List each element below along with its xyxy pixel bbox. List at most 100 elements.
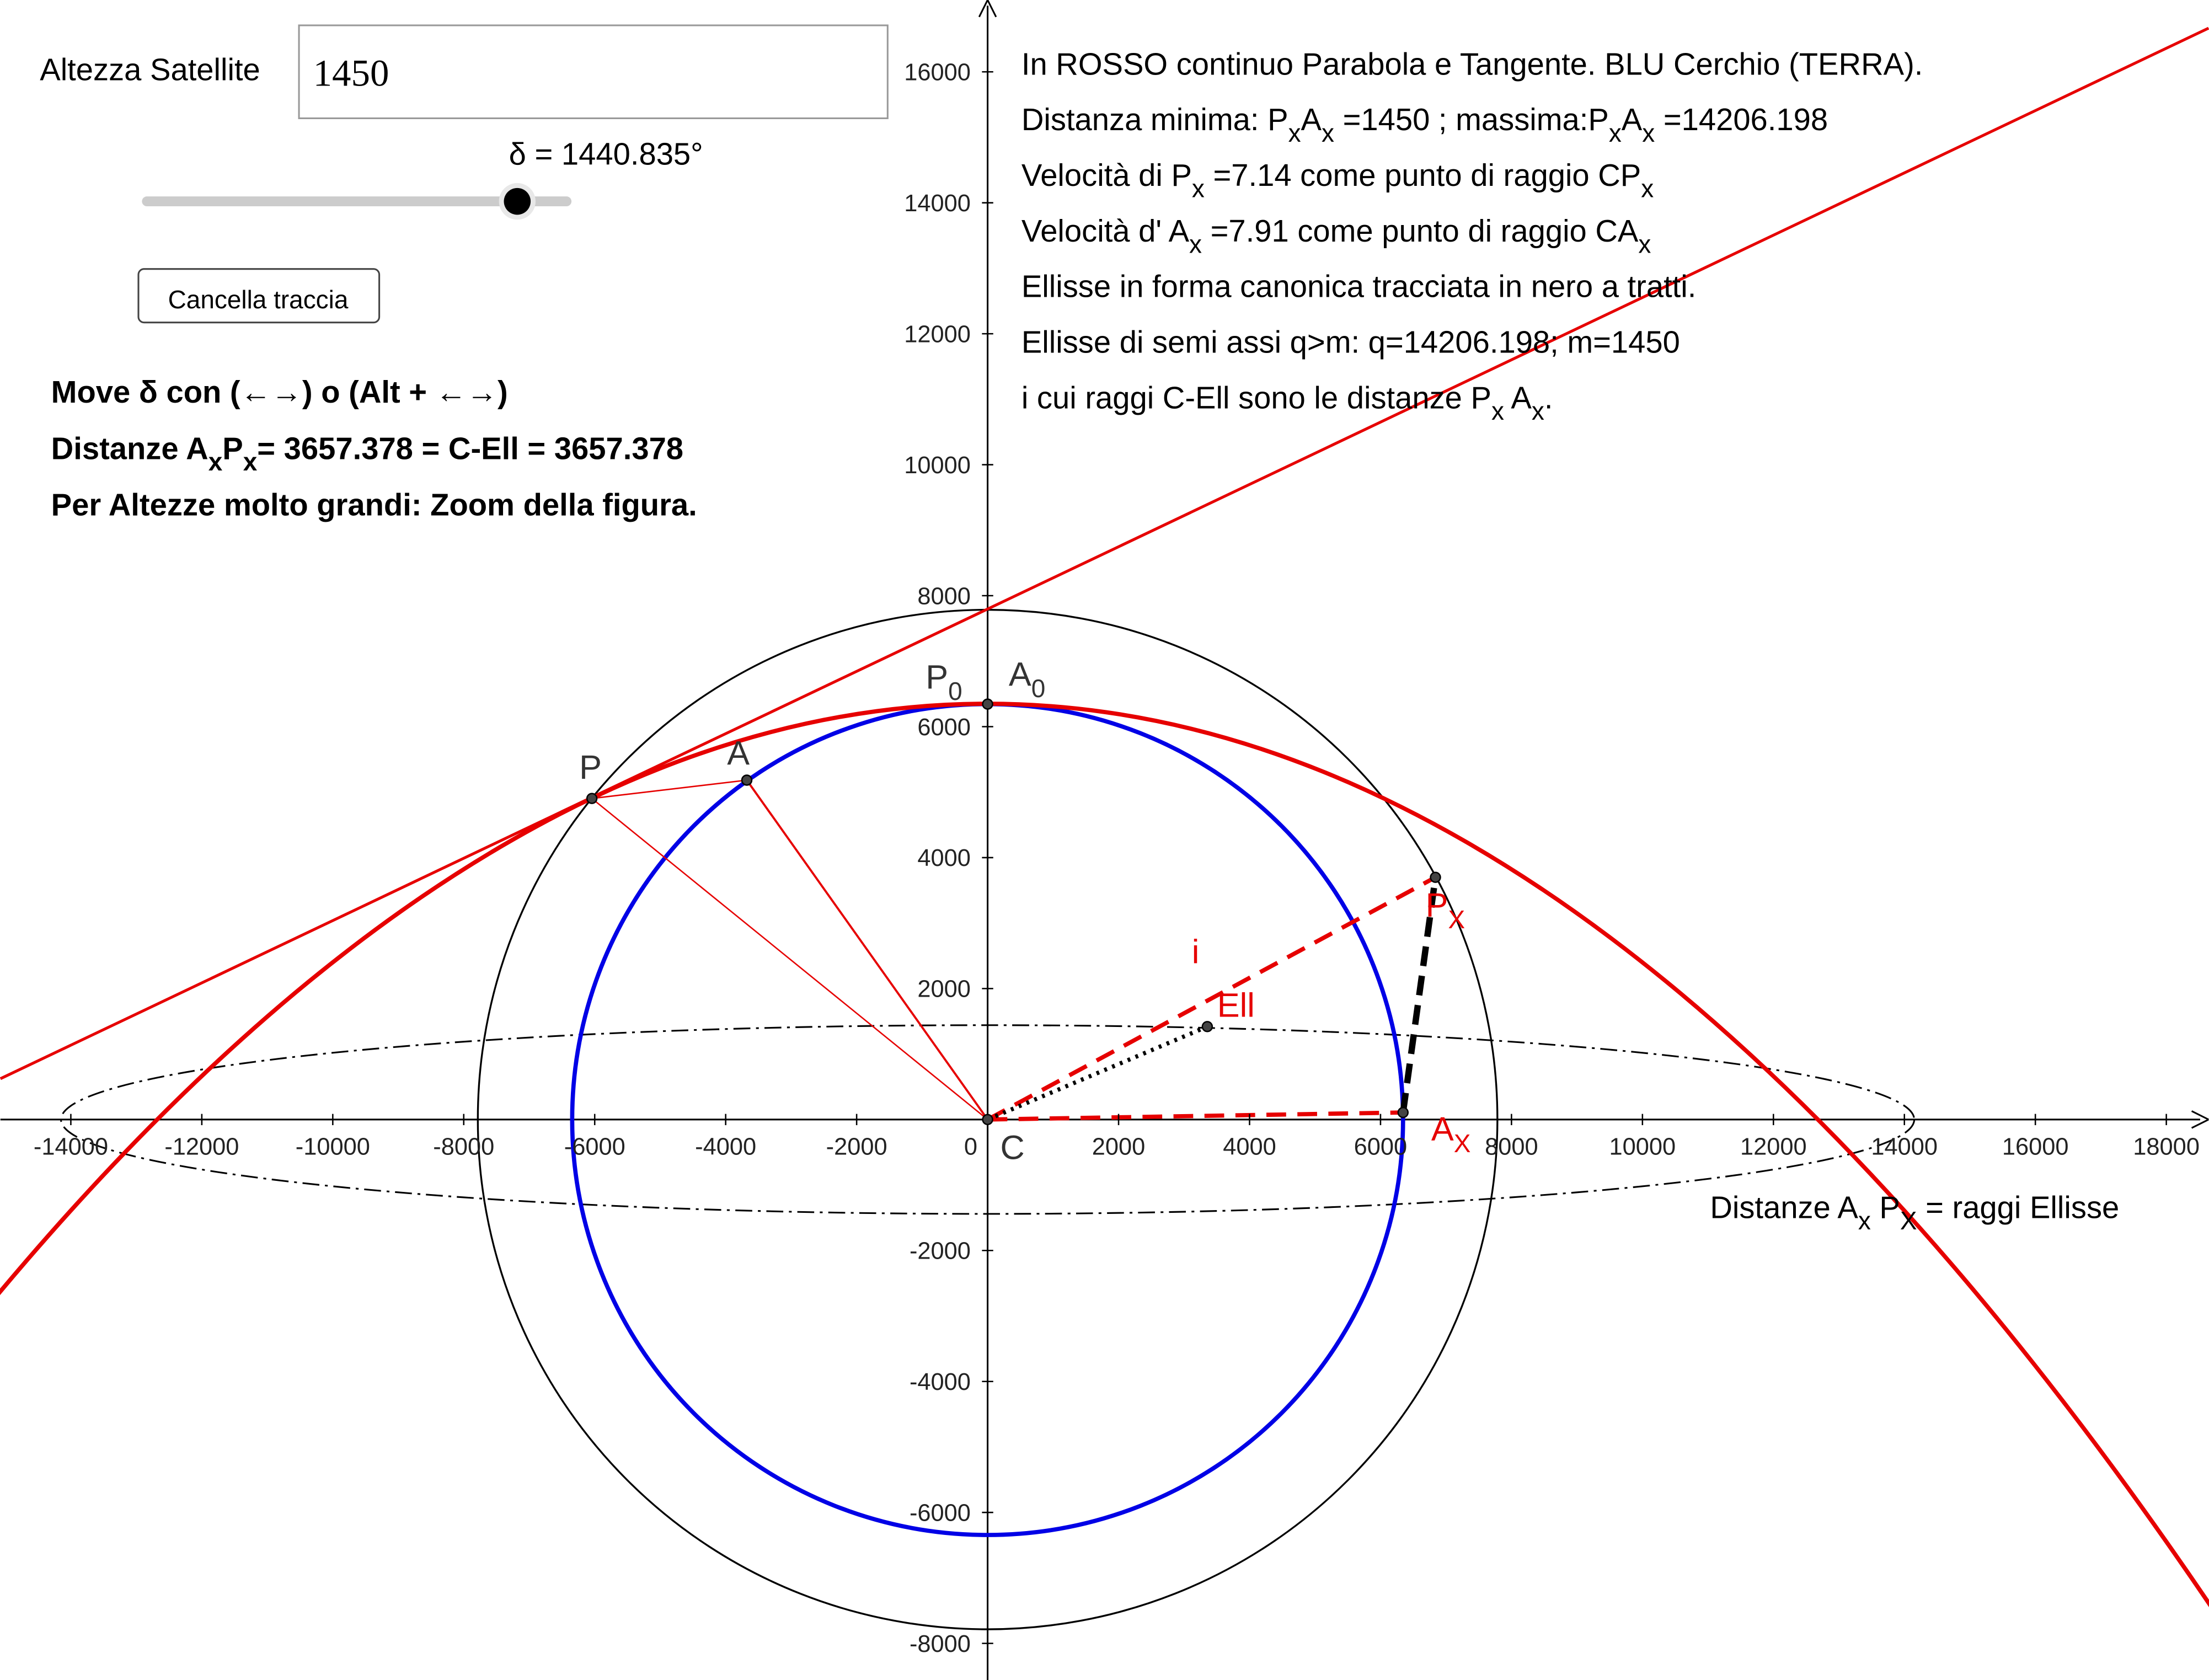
point-label: i xyxy=(1192,933,1200,970)
subscript: X xyxy=(1900,1206,1917,1235)
description-line: Velocità d' Ax =7.91 come punto di raggi… xyxy=(1021,213,1651,259)
text-run: A xyxy=(1301,102,1322,137)
input-box[interactable] xyxy=(298,24,889,120)
point-px[interactable] xyxy=(1430,871,1441,883)
x-tick-label: -12000 xyxy=(164,1134,239,1160)
text-run: A xyxy=(1622,102,1643,137)
text-run: Distanze A xyxy=(51,431,208,466)
text-run: A xyxy=(727,734,750,772)
text-run: P xyxy=(926,659,948,696)
instruction-line: Move δ con (←→) o (Alt + ←→) xyxy=(51,374,508,409)
subscript: 0 xyxy=(948,677,962,705)
segment-ac xyxy=(746,779,989,1120)
text-run: P xyxy=(222,431,243,466)
subscript: x xyxy=(1642,119,1655,147)
x-tick-label: 18000 xyxy=(2133,1134,2200,1160)
text-run: Distanza minima: P xyxy=(1021,102,1288,137)
x-tick-label: 8000 xyxy=(1485,1134,1538,1160)
text-run: i xyxy=(1192,933,1200,970)
description-line: i cui raggi C-Ell sono le distanze Px Ax… xyxy=(1021,380,1553,425)
y-tick-label: -8000 xyxy=(910,1631,971,1657)
y-tick-label: -6000 xyxy=(910,1500,971,1526)
y-tick-label: 4000 xyxy=(917,845,971,871)
description-line: Ellisse in forma canonica tracciata in n… xyxy=(1021,269,1697,304)
subscript: x xyxy=(1858,1206,1871,1235)
point-c[interactable] xyxy=(982,1114,993,1126)
text-run: =14206.198 xyxy=(1655,102,1828,137)
text-run: P xyxy=(1871,1190,1900,1225)
point-label: A0 xyxy=(1009,655,1045,703)
y-tick-label: 12000 xyxy=(904,321,971,347)
input-label: Altezza Satellite xyxy=(40,52,260,87)
x-tick-label: 0 xyxy=(964,1134,977,1160)
segment-pa xyxy=(591,779,747,799)
slider-label: δ = 1440.835° xyxy=(509,137,703,172)
point-label: PX xyxy=(1426,886,1465,934)
text-run: P xyxy=(579,748,602,786)
text-run: = 3657.378 = C-Ell = 3657.378 xyxy=(257,431,683,466)
text-run: P xyxy=(1426,886,1448,924)
x-tick-label: 4000 xyxy=(1223,1134,1276,1160)
construction xyxy=(0,26,2209,1630)
text-run: Ellisse di semi assi q>m: q=14206.198; m… xyxy=(1021,325,1680,360)
button-label[interactable]: Cancella traccia xyxy=(168,285,349,314)
text-run: =1450 ; massima:P xyxy=(1334,102,1609,137)
text-run: . xyxy=(1544,380,1553,415)
text-run: Move δ con (←→) o (Alt + ←→) xyxy=(51,374,508,409)
point-ax[interactable] xyxy=(1397,1106,1409,1119)
subscript: x xyxy=(1638,230,1651,259)
point-a[interactable] xyxy=(741,774,753,786)
subscript: x xyxy=(1532,397,1544,425)
subscript: x xyxy=(1189,230,1202,259)
point-ell[interactable] xyxy=(1201,1021,1213,1032)
y-tick-label: -4000 xyxy=(910,1369,971,1395)
subscript: x xyxy=(1288,119,1301,147)
x-tick-label: 16000 xyxy=(2002,1134,2069,1160)
segment-axpx xyxy=(1400,876,1439,1113)
point-label: P xyxy=(579,748,602,786)
description-line: Ellisse di semi assi q>m: q=14206.198; m… xyxy=(1021,325,1680,360)
parabola xyxy=(0,702,2209,1608)
instruction-line: Per Altezze molto grandi: Zoom della fig… xyxy=(51,487,697,522)
x-tick-label: -14000 xyxy=(34,1134,108,1160)
text-run: Ell xyxy=(1217,986,1255,1024)
point-label: Ell xyxy=(1217,986,1255,1024)
tangent-line xyxy=(0,26,2209,1080)
description-line: Velocità di Px =7.14 come punto di raggi… xyxy=(1021,158,1654,203)
point-a0[interactable] xyxy=(982,698,993,710)
subscript: x xyxy=(1609,119,1622,147)
radius-cax xyxy=(987,1110,1403,1122)
text-run: A xyxy=(1504,380,1532,415)
button[interactable] xyxy=(137,268,381,324)
y-arrow xyxy=(978,0,997,18)
subscript: x xyxy=(1641,174,1654,203)
text-run: In ROSSO continuo Parabola e Tangente. B… xyxy=(1021,46,1923,81)
point-label: AX xyxy=(1431,1110,1471,1158)
point-label: Distanze Ax PX = raggi Ellisse xyxy=(1710,1190,2119,1235)
x-arrow xyxy=(2191,1110,2209,1129)
y-tick-label: 6000 xyxy=(917,714,971,741)
x-tick-label: 6000 xyxy=(1354,1134,1408,1160)
point-p[interactable] xyxy=(586,793,598,804)
subscript: 0 xyxy=(1031,674,1046,703)
x-tick-label: -10000 xyxy=(296,1134,370,1160)
subscript: x xyxy=(243,447,258,476)
x-tick-label: 12000 xyxy=(1740,1134,1807,1160)
text-run: C xyxy=(1001,1128,1025,1166)
text-run: A xyxy=(1431,1110,1454,1148)
input-value[interactable]: 1450 xyxy=(313,52,389,94)
x-tick-label: -4000 xyxy=(695,1134,756,1160)
y-tick-label: 10000 xyxy=(904,452,971,479)
text-run: Per Altezze molto grandi: Zoom della fig… xyxy=(51,487,697,522)
radius-cpx xyxy=(986,875,1437,1122)
text-run: A xyxy=(1009,655,1031,693)
text-run: Distanze A xyxy=(1710,1190,1858,1225)
point-label: C xyxy=(1001,1128,1025,1166)
x-tick-label: -6000 xyxy=(564,1134,625,1160)
text-run: i cui raggi C-Ell sono le distanze P xyxy=(1021,380,1491,415)
slider-knob[interactable] xyxy=(504,188,531,215)
text-run: = raggi Ellisse xyxy=(1917,1190,2120,1225)
text-run: Velocità d' A xyxy=(1021,213,1190,248)
